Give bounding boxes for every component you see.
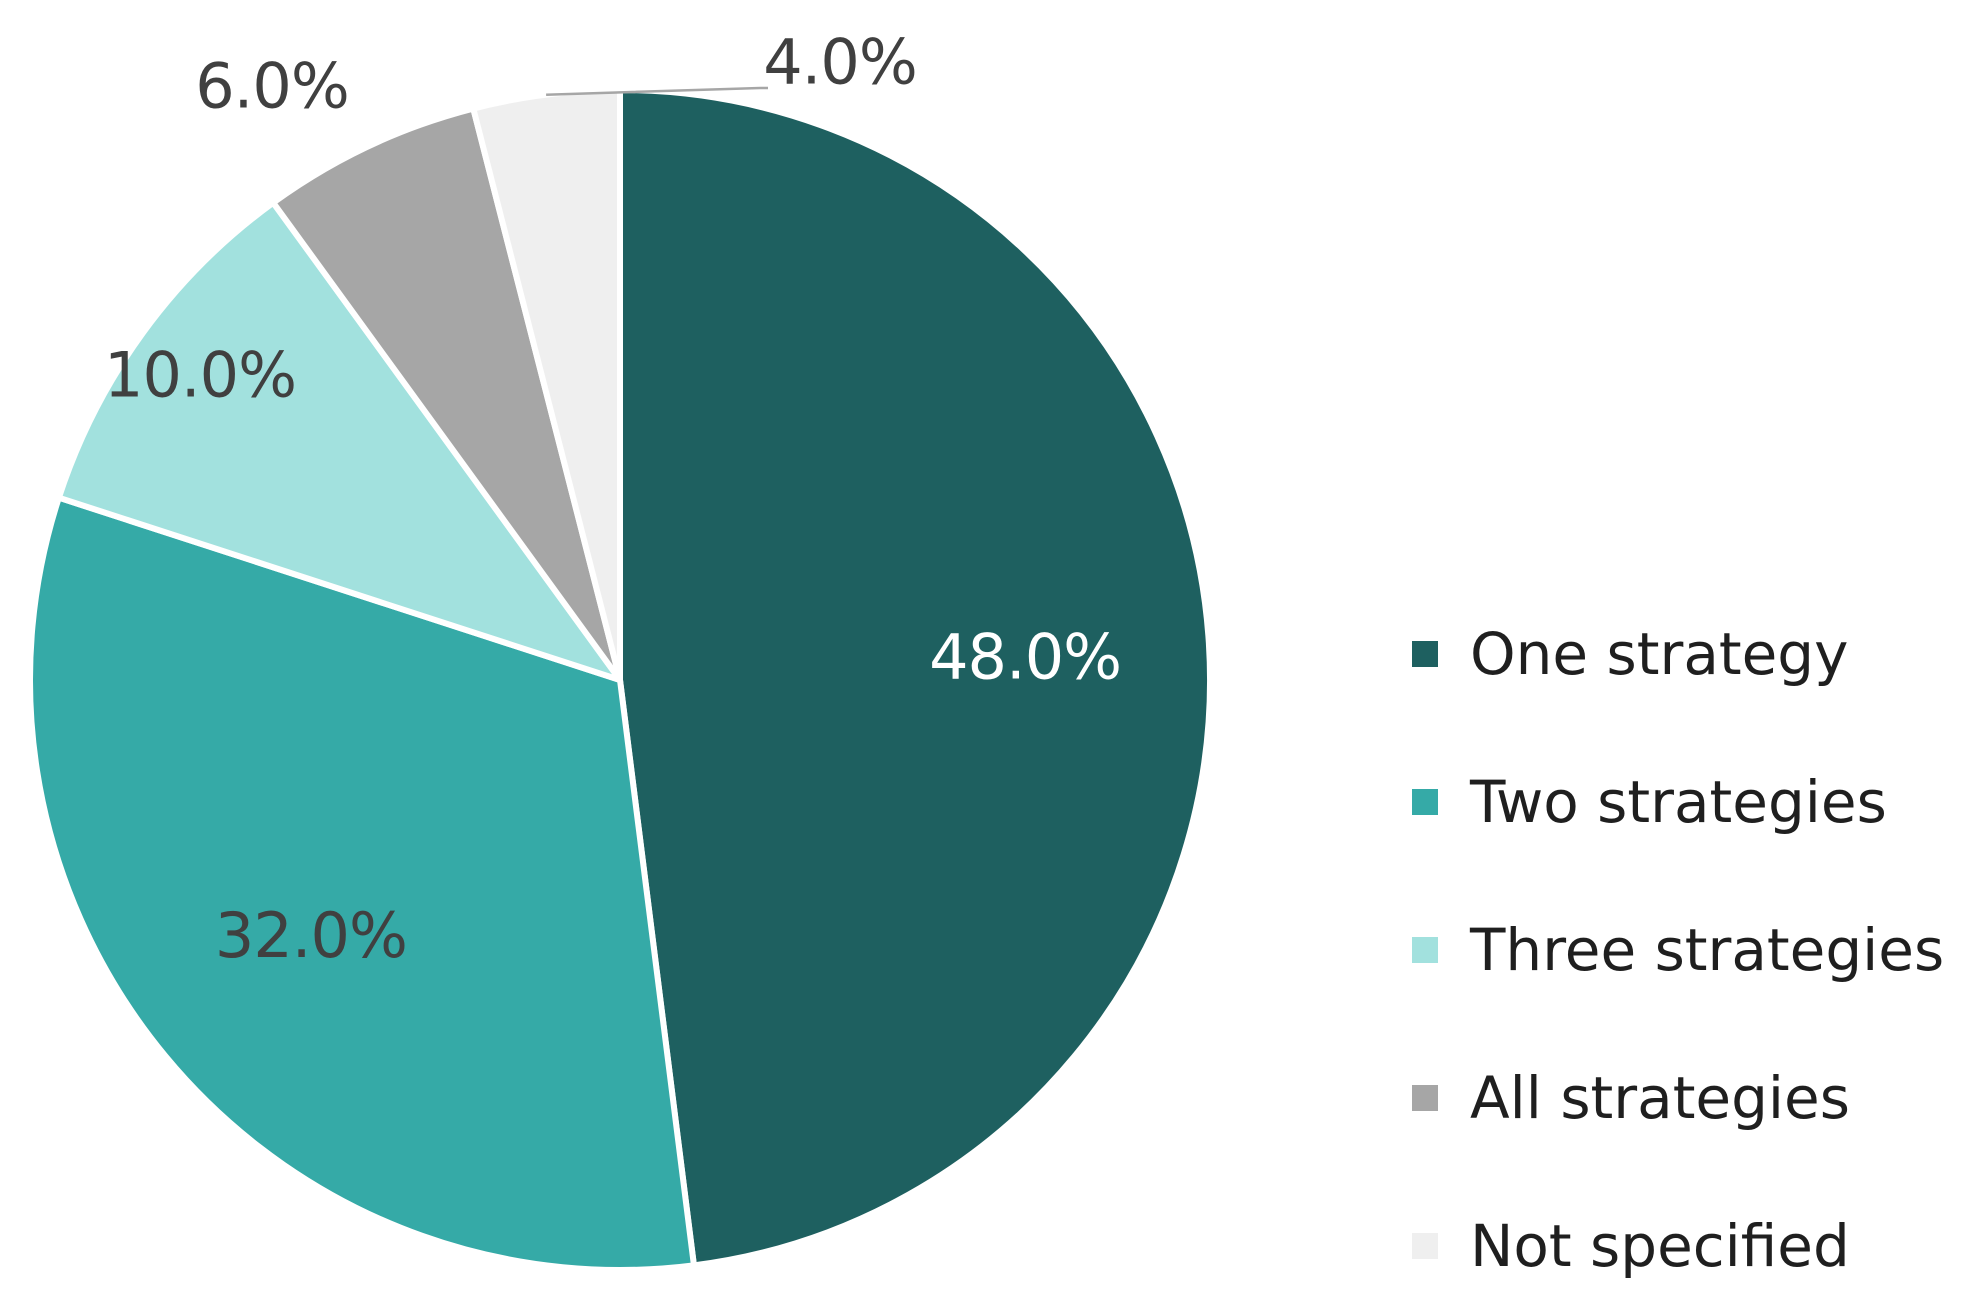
legend-label-not-specified: Not specified	[1470, 1212, 1850, 1280]
legend-swatch-one-strategy	[1412, 641, 1438, 667]
legend-label-all-strategies: All strategies	[1470, 1064, 1850, 1132]
pie-slice-one-strategy	[617, 87, 1214, 1269]
data-label-not-specified: 4.0%	[763, 26, 917, 99]
legend-label-three-strategies: Three strategies	[1469, 916, 1944, 984]
pie-slice-all-strategies	[270, 105, 623, 683]
pie-slice-two-strategies	[27, 494, 697, 1273]
legend-label-two-strategies: Two strategies	[1469, 768, 1887, 836]
pie-slice-not-specified	[470, 87, 623, 683]
legend-swatch-all-strategies	[1412, 1085, 1438, 1111]
data-labels: 48.0% 32.0% 10.0% 6.0% 4.0%	[104, 26, 1122, 973]
data-label-two-strategies: 32.0%	[215, 899, 407, 972]
leader-line-not-specified	[546, 86, 768, 96]
legend-swatch-two-strategies	[1412, 789, 1438, 815]
data-label-three-strategies: 10.0%	[104, 338, 296, 411]
data-label-all-strategies: 6.0%	[195, 50, 349, 123]
legend: One strategy Two strategies Three strategi…	[1412, 620, 1944, 1280]
legend-label-one-strategy: One strategy	[1470, 620, 1848, 688]
legend-swatch-not-specified	[1412, 1233, 1438, 1259]
data-label-one-strategy: 48.0%	[929, 621, 1121, 694]
pie-slices	[27, 87, 1214, 1273]
legend-swatch-three-strategies	[1412, 937, 1438, 963]
pie-slice-three-strategies	[55, 199, 623, 683]
leader-lines	[546, 86, 768, 96]
